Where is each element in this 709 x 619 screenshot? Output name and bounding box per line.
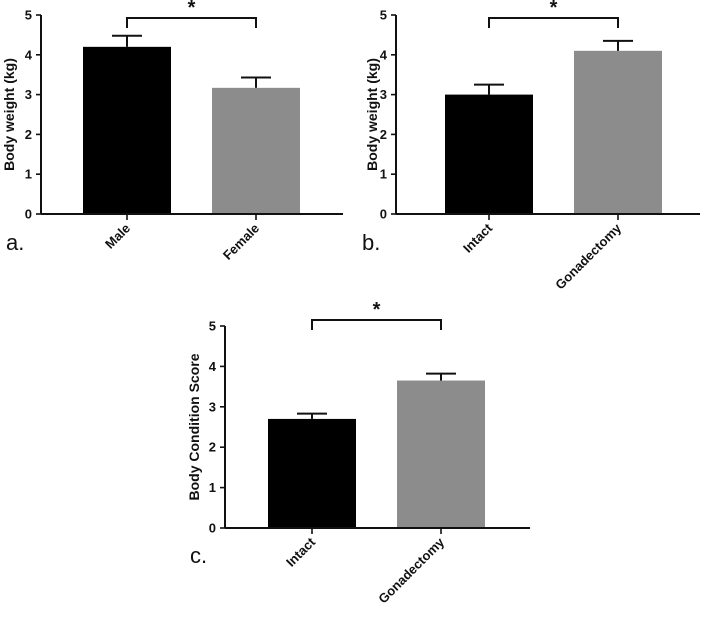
y-tick-label: 1 bbox=[25, 167, 32, 182]
y-tick-label: 5 bbox=[209, 319, 216, 334]
significance-bracket bbox=[488, 17, 619, 28]
y-tick-label: 2 bbox=[25, 127, 32, 142]
panel-label: c. bbox=[190, 543, 207, 568]
significance-star: * bbox=[550, 0, 558, 19]
chart-panel-a: 0 1 2 3 4 5 Male Female Body weight (kg) * a. bbox=[1, 0, 343, 263]
category-label-male: Male bbox=[102, 221, 133, 252]
error-bar-female bbox=[241, 76, 271, 88]
category-label-gonadectomy: Gonadectomy bbox=[552, 220, 624, 292]
y-tick-label: 2 bbox=[380, 127, 387, 142]
y-tick-label: 5 bbox=[380, 8, 387, 23]
category-label-female: Female bbox=[220, 221, 262, 263]
category-label-intact: Intact bbox=[283, 534, 319, 570]
bar-intact bbox=[268, 418, 356, 528]
y-tick-label: 4 bbox=[380, 47, 388, 62]
category-label-intact: Intact bbox=[460, 220, 496, 256]
error-bar-gonadectomy bbox=[603, 39, 633, 51]
y-tick-label: 1 bbox=[380, 167, 387, 182]
y-tick-label: 3 bbox=[380, 87, 387, 102]
y-tick-label: 0 bbox=[25, 207, 32, 222]
chart-panel-c: 0 1 2 3 4 5 Intact Gonadectomy Body Condition Sc… bbox=[186, 299, 530, 606]
bar-gonadectomy bbox=[397, 380, 485, 528]
panel-label: a. bbox=[6, 230, 24, 255]
category-label-gonadectomy: Gonadectomy bbox=[375, 534, 447, 606]
bar-male bbox=[83, 46, 171, 215]
error-bar-intact bbox=[297, 412, 327, 419]
bar-intact bbox=[445, 94, 533, 214]
bar-female bbox=[212, 87, 300, 214]
y-tick-label: 0 bbox=[209, 521, 216, 536]
y-tick-label: 5 bbox=[25, 8, 32, 23]
y-axis-title: Body weight (kg) bbox=[364, 58, 380, 171]
chart-panel-b: 0 1 2 3 4 5 Intact Gonadectomy Body weight (kg) *… bbox=[362, 0, 700, 292]
y-tick-label: 0 bbox=[380, 207, 387, 222]
y-tick-label: 2 bbox=[209, 440, 216, 455]
significance-star: * bbox=[188, 0, 196, 19]
error-bar-intact bbox=[474, 83, 504, 95]
significance-star: * bbox=[373, 299, 381, 321]
panel-label: b. bbox=[362, 230, 380, 255]
y-tick-label: 3 bbox=[209, 399, 216, 414]
significance-bracket bbox=[311, 319, 442, 330]
y-axis-title: Body Condition Score bbox=[186, 353, 202, 500]
error-bar-gonadectomy bbox=[426, 372, 456, 381]
error-bar-male bbox=[112, 34, 142, 47]
y-tick-label: 3 bbox=[25, 87, 32, 102]
y-tick-label: 4 bbox=[209, 359, 217, 374]
bar-gonadectomy bbox=[574, 50, 662, 214]
y-tick-label: 4 bbox=[25, 47, 33, 62]
y-tick-label: 1 bbox=[209, 480, 216, 495]
significance-bracket bbox=[126, 17, 257, 28]
y-axis-title: Body weight (kg) bbox=[1, 58, 17, 171]
